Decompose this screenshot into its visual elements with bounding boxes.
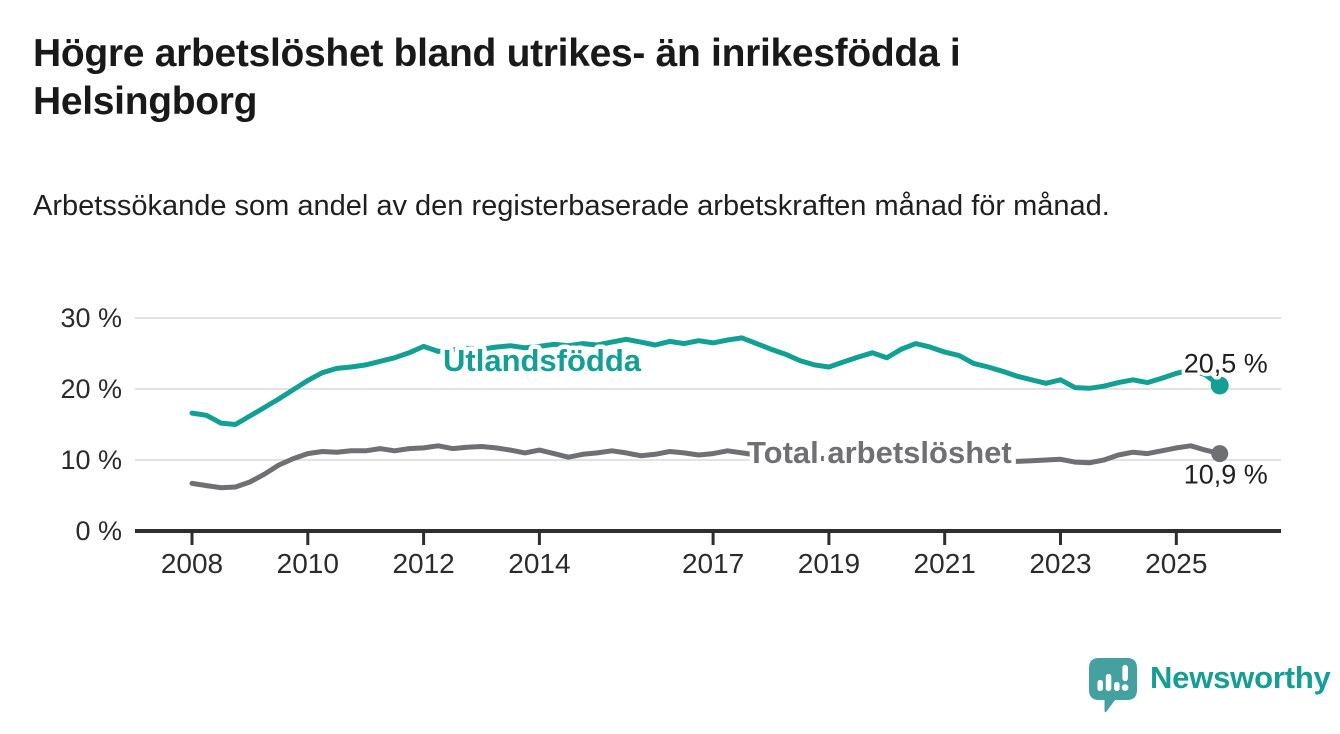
x-tick-label-2019: 2019 — [798, 548, 860, 579]
gridlines — [135, 317, 1281, 461]
x-tick-label-2014: 2014 — [508, 548, 570, 579]
series-endpoint-total-arbetsloshet — [1211, 445, 1229, 463]
y-tick-label-20: 20 % — [60, 374, 122, 404]
series-line-utlandsfodda — [189, 335, 1223, 427]
newsworthy-logo-icon — [1089, 658, 1137, 713]
x-tick-label-2008: 2008 — [161, 548, 223, 579]
chart-subtitle: Arbetssökande som andel av den registerb… — [33, 190, 1110, 222]
x-tick-label-2012: 2012 — [392, 548, 454, 579]
value-label-total-arbetsloshet: 10,9 % — [1184, 460, 1268, 490]
series-line-total-arbetsloshet — [189, 443, 1223, 491]
series-label-utlandsfodda: Utlandsfödda — [443, 343, 642, 378]
logo-bubble-shape — [1089, 658, 1137, 713]
logo-barchart-glyph — [1097, 665, 1129, 691]
line-chart: 30 % 20 % 10 % 0 % 2008 2010 2012 2014 2017 2019… — [60, 303, 1281, 579]
y-tick-label-10: 10 % — [60, 445, 122, 475]
series-endpoint-utlandsfodda — [1210, 376, 1229, 395]
newsworthy-logo-text: Newsworthy — [1150, 660, 1331, 695]
newsworthy-logo: Newsworthy — [1085, 655, 1331, 717]
x-tick-label-2025: 2025 — [1145, 548, 1207, 579]
y-axis-labels: 30 % 20 % 10 % 0 % — [60, 303, 122, 546]
x-tick-label-2017: 2017 — [682, 548, 744, 579]
x-tick-label-2010: 2010 — [277, 548, 339, 579]
x-tick-label-2021: 2021 — [914, 548, 976, 579]
chart-annotations: Utlandsfödda 20,5 % Total arbetslöshet 10,9… — [439, 339, 1272, 494]
series-label-total-arbetsloshet: Total arbetslöshet — [747, 435, 1012, 470]
y-tick-label-30: 30 % — [60, 303, 122, 333]
x-tick-label-2023: 2023 — [1029, 548, 1091, 579]
page-title: Högre arbetslöshet bland utrikes- än inr… — [33, 32, 961, 123]
value-label-utlandsfodda: 20,5 % — [1184, 348, 1268, 378]
y-tick-label-0: 0 % — [75, 516, 122, 546]
x-axis: 2008 2010 2012 2014 2017 2019 2021 2023 2025 — [135, 529, 1281, 579]
chart-series — [189, 335, 1229, 491]
